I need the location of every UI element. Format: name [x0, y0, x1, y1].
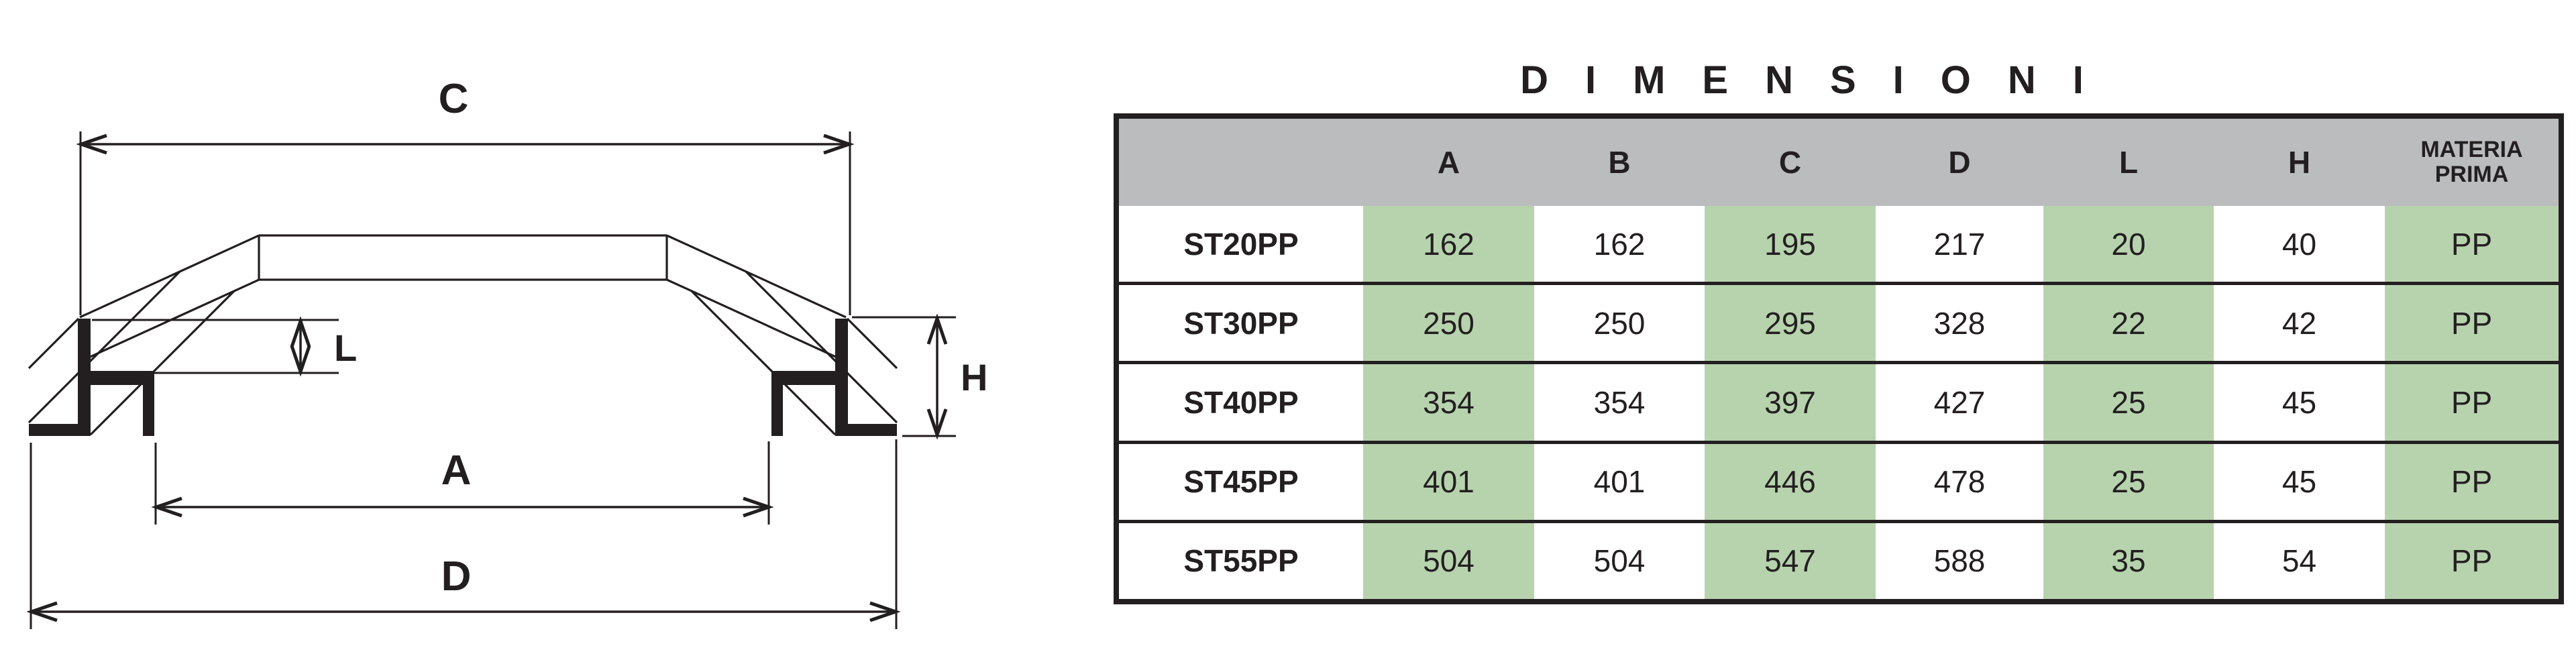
header-col-B: B: [1534, 119, 1705, 206]
dimension-D: [26, 601, 901, 622]
header-col-A: A: [1363, 119, 1534, 206]
model-cell: ST45PP: [1183, 464, 1299, 500]
value-cell-materia: PP: [2385, 285, 2559, 362]
dimension-A: [151, 496, 774, 518]
value-cell-C: 446: [1705, 443, 1876, 520]
value-cell-materia: PP: [2385, 522, 2559, 600]
value-cell-A: 162: [1363, 206, 1534, 282]
label-L: L: [334, 327, 357, 369]
value-cell-H: 45: [2282, 464, 2317, 500]
value-cell-A: 504: [1363, 522, 1534, 600]
value-cell-C: 295: [1705, 285, 1876, 362]
header-col-L: L: [2043, 119, 2214, 206]
value-cell-materia: PP: [2385, 443, 2559, 520]
table-header-row: A B C D L H MATERIA PRIMA: [1119, 119, 2559, 206]
left-profile-cross-section: [29, 319, 154, 436]
value-cell-B: 354: [1593, 385, 1646, 420]
value-cell-C: 397: [1705, 364, 1876, 441]
model-cell: ST20PP: [1183, 226, 1299, 262]
table-row: ST20PP 162 162 195 217 20 40 PP: [1119, 206, 2559, 282]
label-C: C: [439, 76, 469, 122]
value-cell-D: 328: [1933, 305, 1986, 341]
value-cell-B: 250: [1593, 305, 1646, 341]
dimension-C: [76, 133, 855, 155]
value-cell-D: 478: [1933, 464, 1986, 500]
label-A: A: [441, 447, 472, 494]
table-row: ST40PP 354 354 397 427 25 45 PP: [1119, 361, 2559, 441]
dimension-H: [926, 313, 948, 440]
value-cell-A: 401: [1363, 443, 1534, 520]
value-cell-D: 588: [1933, 543, 1986, 579]
profile-technical-drawing: C L A D H: [26, 76, 987, 629]
dimension-L: [290, 316, 311, 377]
table-row: ST30PP 250 250 295 328 22 42 PP: [1119, 282, 2559, 362]
value-cell-B: 401: [1593, 464, 1646, 500]
object-outline: [28, 234, 898, 436]
value-cell-H: 40: [2282, 226, 2317, 262]
header-col-D: D: [1876, 119, 2043, 206]
value-cell-C: 195: [1705, 206, 1876, 282]
label-D: D: [441, 553, 472, 600]
table-row: ST55PP 504 504 547 588 35 54 PP: [1119, 519, 2559, 600]
value-cell-L: 25: [2043, 443, 2214, 520]
header-col-materia-prima: MATERIA PRIMA: [2385, 119, 2559, 206]
header-model: [1119, 119, 1363, 206]
value-cell-H: 54: [2282, 543, 2317, 579]
header-col-C: C: [1705, 119, 1876, 206]
model-cell: ST30PP: [1183, 305, 1299, 341]
header-col-H: H: [2214, 119, 2385, 206]
value-cell-L: 35: [2043, 522, 2214, 600]
label-H: H: [961, 356, 987, 398]
value-cell-A: 354: [1363, 364, 1534, 441]
value-cell-materia: PP: [2385, 206, 2559, 282]
table-row: ST45PP 401 401 446 478 25 45 PP: [1119, 440, 2559, 520]
model-cell: ST40PP: [1183, 385, 1299, 420]
value-cell-A: 250: [1363, 285, 1534, 362]
dimensions-table: A B C D L H MATERIA PRIMA ST20PP 162 162…: [1114, 113, 2564, 604]
value-cell-B: 162: [1593, 226, 1646, 262]
right-profile-cross-section: [771, 319, 897, 436]
value-cell-H: 45: [2282, 385, 2317, 420]
value-cell-L: 20: [2043, 206, 2214, 282]
value-cell-materia: PP: [2385, 364, 2559, 441]
value-cell-L: 22: [2043, 285, 2214, 362]
table-title: DIMENSIONI: [1520, 58, 2121, 102]
value-cell-H: 42: [2282, 305, 2317, 341]
value-cell-L: 25: [2043, 364, 2214, 441]
value-cell-C: 547: [1705, 522, 1876, 600]
value-cell-D: 217: [1933, 226, 1986, 262]
model-cell: ST55PP: [1183, 543, 1299, 579]
value-cell-B: 504: [1593, 543, 1646, 579]
value-cell-D: 427: [1933, 385, 1986, 420]
